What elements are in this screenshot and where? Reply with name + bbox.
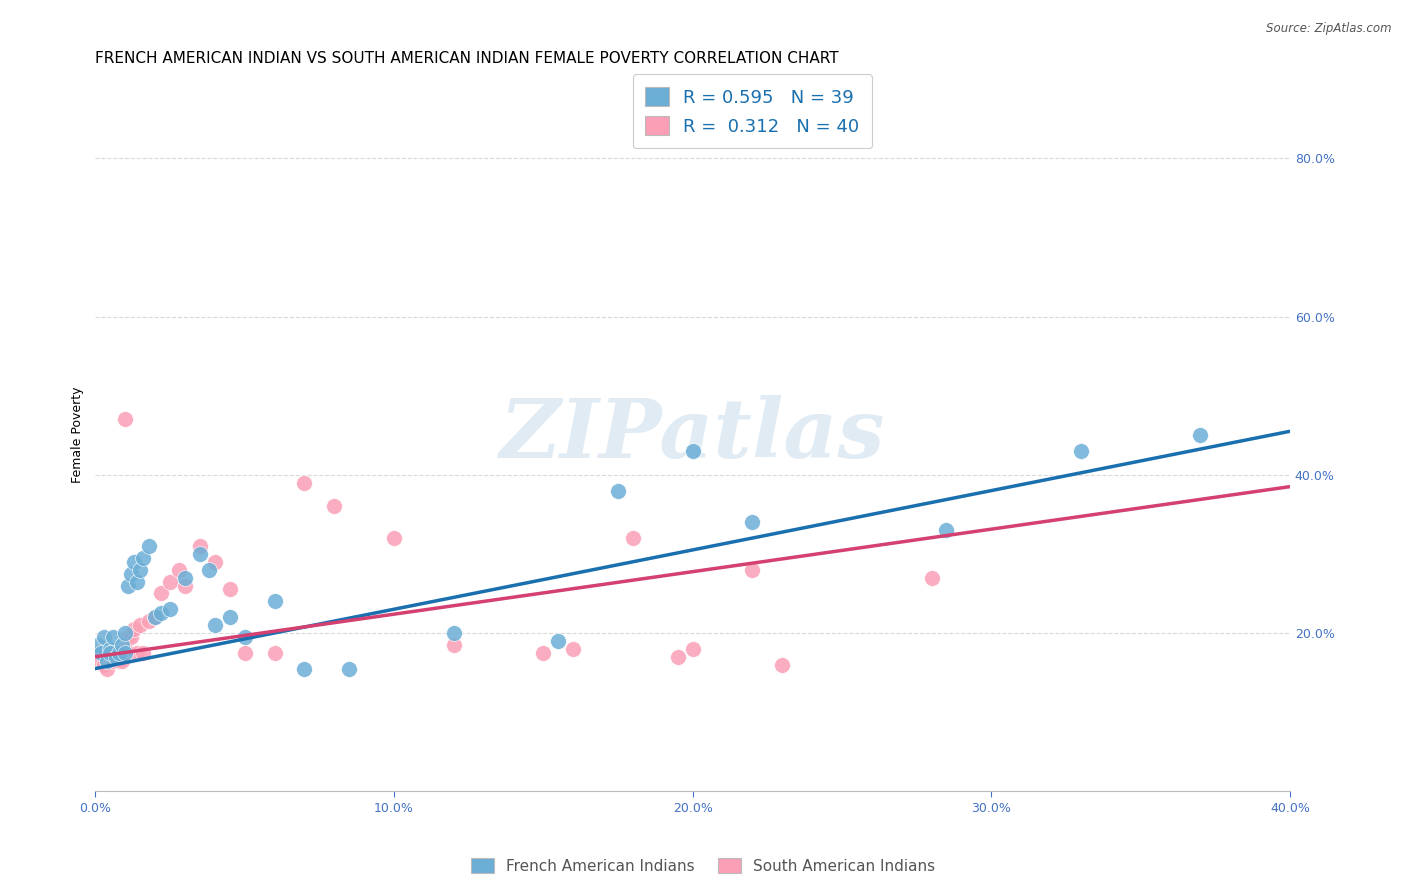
Point [90,654,112,668]
Point [159,574,181,589]
Point [218,582,240,597]
Point [682,444,704,458]
Point [105,646,128,660]
Point [127,646,149,660]
Point [292,475,315,490]
Point [621,531,644,545]
Point [150,606,173,620]
Point [98,641,121,656]
Point [122,622,145,636]
Point [531,646,554,660]
Point [108,646,131,660]
Point [127,574,149,589]
Point [132,550,155,565]
Point [93,657,115,672]
Point [741,515,763,529]
Point [120,566,142,581]
Point [198,563,221,577]
Point [129,618,152,632]
Point [218,610,240,624]
Point [770,657,793,672]
Point [138,614,160,628]
Point [204,618,226,632]
Point [114,646,136,660]
Point [292,662,315,676]
Point [741,563,763,577]
Point [93,630,115,644]
Point [382,531,405,545]
Point [114,626,136,640]
Point [1070,444,1092,458]
Point [337,662,360,676]
Point [188,547,211,561]
Point [143,610,166,624]
Point [129,563,152,577]
Point [87,638,110,652]
Point [666,649,689,664]
Point [188,539,211,553]
Point [122,555,145,569]
Point [103,630,125,644]
Point [120,630,142,644]
Point [607,483,630,498]
Point [87,646,110,660]
Point [443,626,465,640]
Point [150,586,173,600]
Y-axis label: Female Poverty: Female Poverty [72,387,84,483]
Point [143,610,166,624]
Point [921,571,943,585]
Point [96,654,118,668]
Point [233,646,256,660]
Point [174,571,197,585]
Point [935,523,957,537]
Point [108,654,131,668]
Point [98,646,121,660]
Point [90,646,112,660]
Point [263,594,285,608]
Point [682,641,704,656]
Text: Source: ZipAtlas.com: Source: ZipAtlas.com [1267,22,1392,36]
Point [167,563,190,577]
Point [233,630,256,644]
Point [443,638,465,652]
Point [174,578,197,592]
Point [111,638,134,652]
Legend: R = 0.595   N = 39, R =  0.312   N = 40: R = 0.595 N = 39, R = 0.312 N = 40 [633,74,872,148]
Point [103,654,125,668]
Point [263,646,285,660]
Point [562,641,585,656]
Point [114,641,136,656]
Point [204,555,226,569]
Point [159,602,181,616]
Point [138,539,160,553]
Legend: French American Indians, South American Indians: French American Indians, South American … [465,852,941,880]
Point [111,654,134,668]
Point [1189,428,1212,442]
Point [105,649,128,664]
Point [132,646,155,660]
Point [96,662,118,676]
Point [323,500,346,514]
Text: ZIPatlas: ZIPatlas [501,395,886,475]
Point [547,633,569,648]
Point [117,630,139,644]
Point [114,412,136,426]
Point [98,649,121,664]
Point [117,578,139,592]
Text: FRENCH AMERICAN INDIAN VS SOUTH AMERICAN INDIAN FEMALE POVERTY CORRELATION CHART: FRENCH AMERICAN INDIAN VS SOUTH AMERICAN… [96,51,839,66]
